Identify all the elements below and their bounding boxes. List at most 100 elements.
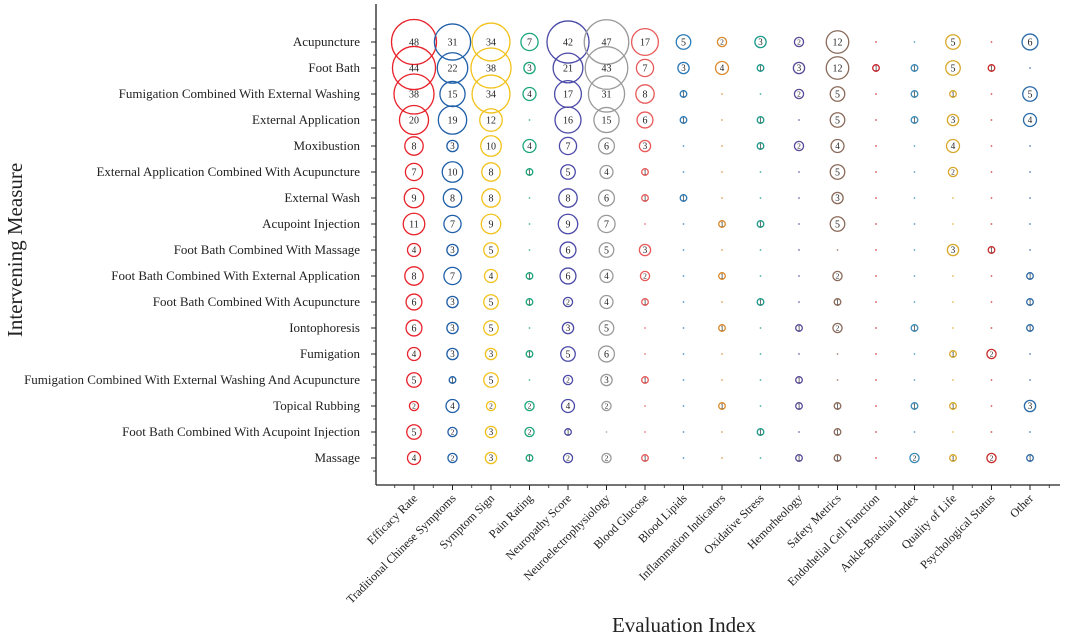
empty-dot [1029,67,1031,69]
bubble-label: 1 [528,272,532,281]
y-tick-label: Fumigation Combined With External Washin… [119,86,361,101]
y-tick-label: Iontophoresis [289,320,360,335]
bubble-label: 1 [720,402,724,411]
empty-dot [721,93,723,95]
bubble-label: 1 [913,64,917,73]
bubble [552,52,584,84]
empty-dot [798,353,800,355]
empty-dot [875,197,877,199]
empty-dot [721,145,723,147]
bubble-label: 31 [602,90,612,101]
empty-dot [798,119,800,121]
empty-dot [836,249,839,251]
bubble [598,320,615,336]
bubble-label: 8 [450,194,455,205]
empty-dot [721,457,723,459]
empty-dot [952,327,954,329]
bubble-label: 1 [759,142,763,151]
bubble-label: 6 [412,324,417,335]
bubble [795,376,803,384]
bubble [558,188,578,208]
bubble-label: 5 [489,298,494,309]
bubble-label: 2 [605,454,609,463]
bubble-label: 1 [874,64,878,73]
bubble [597,345,616,363]
empty-dot [682,171,685,173]
empty-dot [721,353,723,355]
bubble [1026,324,1034,332]
bubble-label: 6 [604,194,609,205]
bubble-label: 3 [951,115,956,125]
bubble-label: 5 [835,168,840,179]
bubble-label: 3 [604,375,609,385]
bubble-label: 5 [835,116,840,127]
x-tick-label: Psychological Status [917,491,998,572]
bubble [829,112,846,128]
bubble-label: 4 [412,453,417,463]
bubble [446,321,459,335]
bubble [525,350,534,358]
empty-dot [798,275,800,277]
y-tick-label: Foot Bath [308,60,360,75]
x-tick-marks [394,485,1050,490]
bubble [756,220,765,228]
bubble-label: 1 [643,168,647,177]
bubble [829,86,846,102]
empty-dot [913,379,916,381]
bubble [485,400,497,412]
empty-dot [721,431,723,433]
bubble [483,372,499,388]
empty-dot [644,431,646,433]
empty-dot [875,41,877,43]
bubble-label: 1 [913,90,917,99]
bubble [524,400,535,412]
bubble-label: 4 [527,89,532,99]
bubble-label: 2 [836,272,840,281]
bubble [560,346,576,362]
bubble-label: 4 [604,167,609,177]
empty-dot [1029,171,1031,173]
bubble-label: 3 [450,323,455,333]
bubble [525,298,534,306]
empty-dot [528,197,531,199]
bubble-label: 2 [836,324,840,333]
empty-dot [875,301,877,303]
bubble-label: 8 [566,194,571,205]
bubble-label: 2 [797,38,801,47]
bubble [600,373,613,387]
bubble [442,188,463,208]
bubble-label: 3 [643,245,648,255]
bubble [484,425,498,439]
y-tick-label: Fumigation Combined With External Washin… [24,372,360,387]
bubble-label: 8 [412,142,417,153]
bubble-label: 2 [990,454,994,463]
y-tick-label: Foot Bath Combined With Acupoint Injecti… [122,424,360,439]
bubble-label: 7 [450,272,455,283]
x-tick-label: Neuropathy Score [503,491,574,562]
bubble-label: 1 [528,454,532,463]
bubble-label: 8 [643,90,648,101]
bubble [714,60,730,76]
bubble [599,164,614,180]
empty-dot [875,327,877,329]
bubble [987,246,996,254]
bubble-label: 2 [566,454,570,463]
bubble [598,242,615,258]
bubble-label: 4 [835,141,840,151]
y-tick-label: External Wash [284,190,360,205]
bubble-label: 3 [450,297,455,307]
bubble [559,267,577,285]
empty-dot [913,353,916,355]
bubble [718,272,726,280]
bubble [447,452,458,464]
bubble [406,450,422,466]
y-tick-label: Acupuncture [293,34,360,49]
empty-dot [875,405,877,407]
bubble [446,139,459,153]
bubble [793,140,805,152]
bubble [986,348,997,360]
bubble-label: 7 [643,64,648,75]
bubble [558,136,578,156]
bubble [833,428,842,436]
bubble [404,136,424,156]
